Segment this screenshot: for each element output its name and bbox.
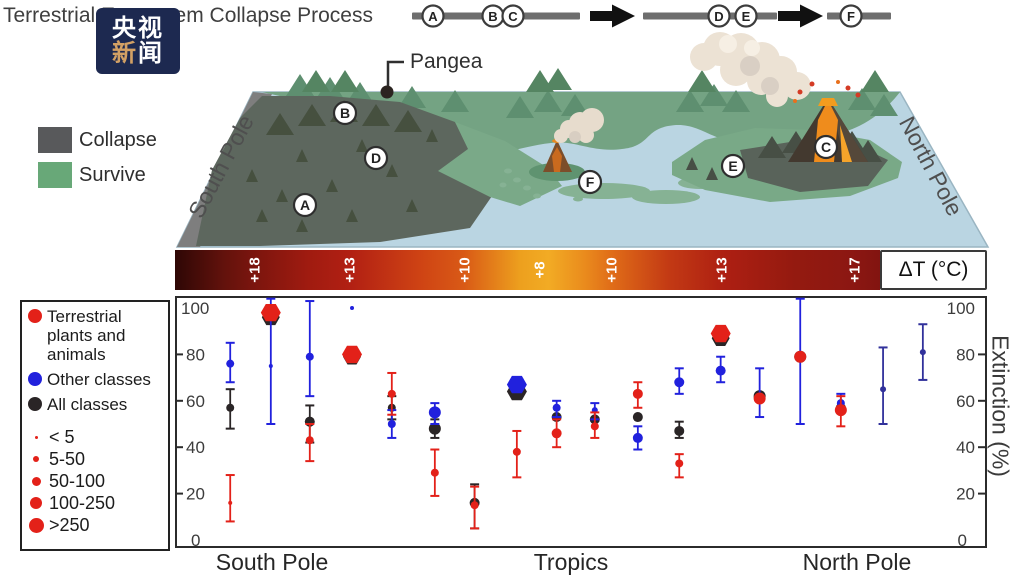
svg-text:80: 80: [956, 345, 975, 364]
collapse-swatch: [38, 127, 72, 153]
svg-text:20: 20: [956, 485, 975, 504]
svg-text:A: A: [428, 9, 438, 24]
legend-terrestrial-row: Terrestrial plants and animals: [28, 307, 164, 364]
temp-label: +18: [246, 257, 264, 283]
xaxis-label-north-pole: North Pole: [802, 549, 912, 575]
terrestrial-dot: [28, 309, 42, 323]
small-volcano-smoke: [554, 108, 604, 143]
yaxis-label-extinction: Extinction (%): [987, 335, 1014, 477]
map-stage-markers: A B C D E F: [292, 100, 839, 218]
extinction-plot: 0 0 20 20 40 40 60 60 80 80 100 100: [175, 296, 987, 548]
scatter-legend: Terrestrial plants and animals Other cla…: [20, 300, 170, 551]
xaxis-label-tropics: Tropics: [533, 549, 609, 575]
svg-text:40: 40: [186, 438, 205, 457]
map-legend: Collapse Survive: [38, 127, 157, 197]
svg-text:40: 40: [956, 438, 975, 457]
logo-line1: 央视: [112, 14, 164, 42]
svg-text:D: D: [714, 9, 723, 24]
map-south-coast-survive: [438, 122, 562, 206]
svg-text:F: F: [847, 9, 855, 24]
legend-all-classes-row: All classes: [28, 395, 164, 414]
svg-text:80: 80: [186, 345, 205, 364]
legend-survive-row: Survive: [38, 162, 157, 188]
svg-text:60: 60: [956, 392, 975, 411]
svg-text:D: D: [371, 150, 381, 166]
cctv-news-logo: 央视 新闻: [96, 8, 180, 74]
size-legend: < 5 5-50 50-100 100-250 >250: [28, 426, 164, 536]
pangea-pointer: [380, 60, 404, 99]
survive-label: Survive: [79, 163, 146, 186]
size-row-1: < 5: [28, 426, 164, 448]
all-classes-dot: [28, 397, 42, 412]
survive-swatch: [38, 162, 72, 188]
pangea-label: Pangea: [410, 50, 483, 73]
svg-text:A: A: [300, 197, 310, 213]
temp-label: +17: [846, 257, 864, 283]
svg-text:B: B: [488, 9, 497, 24]
svg-text:20: 20: [186, 485, 205, 504]
big-volcano-smoke: [690, 32, 811, 107]
svg-text:E: E: [742, 9, 751, 24]
figure-title: Terrestrial Ecosystem Collapse Process: [3, 4, 373, 27]
temp-label: +10: [456, 257, 474, 283]
temperature-gradient-bar: +18 +13 +10 +8 +10 +13 +17: [175, 250, 880, 290]
temp-label: +8: [531, 261, 549, 279]
svg-text:C: C: [821, 139, 831, 155]
svg-text:E: E: [728, 158, 737, 174]
svg-text:60: 60: [186, 392, 205, 411]
size-dot-5-50: [33, 456, 39, 463]
other-classes-dot: [28, 372, 42, 387]
collapse-label: Collapse: [79, 128, 157, 151]
svg-text:0: 0: [958, 531, 967, 548]
pangea-map: A B C D E F: [175, 32, 990, 248]
svg-text:100: 100: [947, 299, 975, 318]
logo-line2: 新闻: [112, 40, 164, 67]
size-row-3: 50-100: [28, 470, 164, 492]
temp-label: +10: [603, 257, 621, 283]
svg-text:100: 100: [181, 299, 209, 318]
legend-collapse-row: Collapse: [38, 127, 157, 153]
size-dot-50-100: [31, 476, 41, 486]
size-dot-gt250: [28, 517, 44, 533]
svg-text:F: F: [586, 174, 595, 190]
size-row-4: 100-250: [28, 492, 164, 514]
temp-label: +13: [341, 257, 359, 283]
xaxis-label-south-pole: South Pole: [215, 549, 329, 575]
svg-text:0: 0: [191, 531, 200, 548]
legend-other-classes-row: Other classes: [28, 370, 164, 389]
svg-text:C: C: [508, 9, 518, 24]
svg-text:B: B: [340, 105, 350, 121]
size-dot-lt5: [34, 435, 38, 439]
size-row-2: 5-50: [28, 448, 164, 470]
delta-t-unit-box: ΔT (°C): [880, 250, 987, 290]
size-dot-100-250: [30, 497, 42, 510]
size-row-5: >250: [28, 514, 164, 536]
temp-label: +13: [713, 257, 731, 283]
